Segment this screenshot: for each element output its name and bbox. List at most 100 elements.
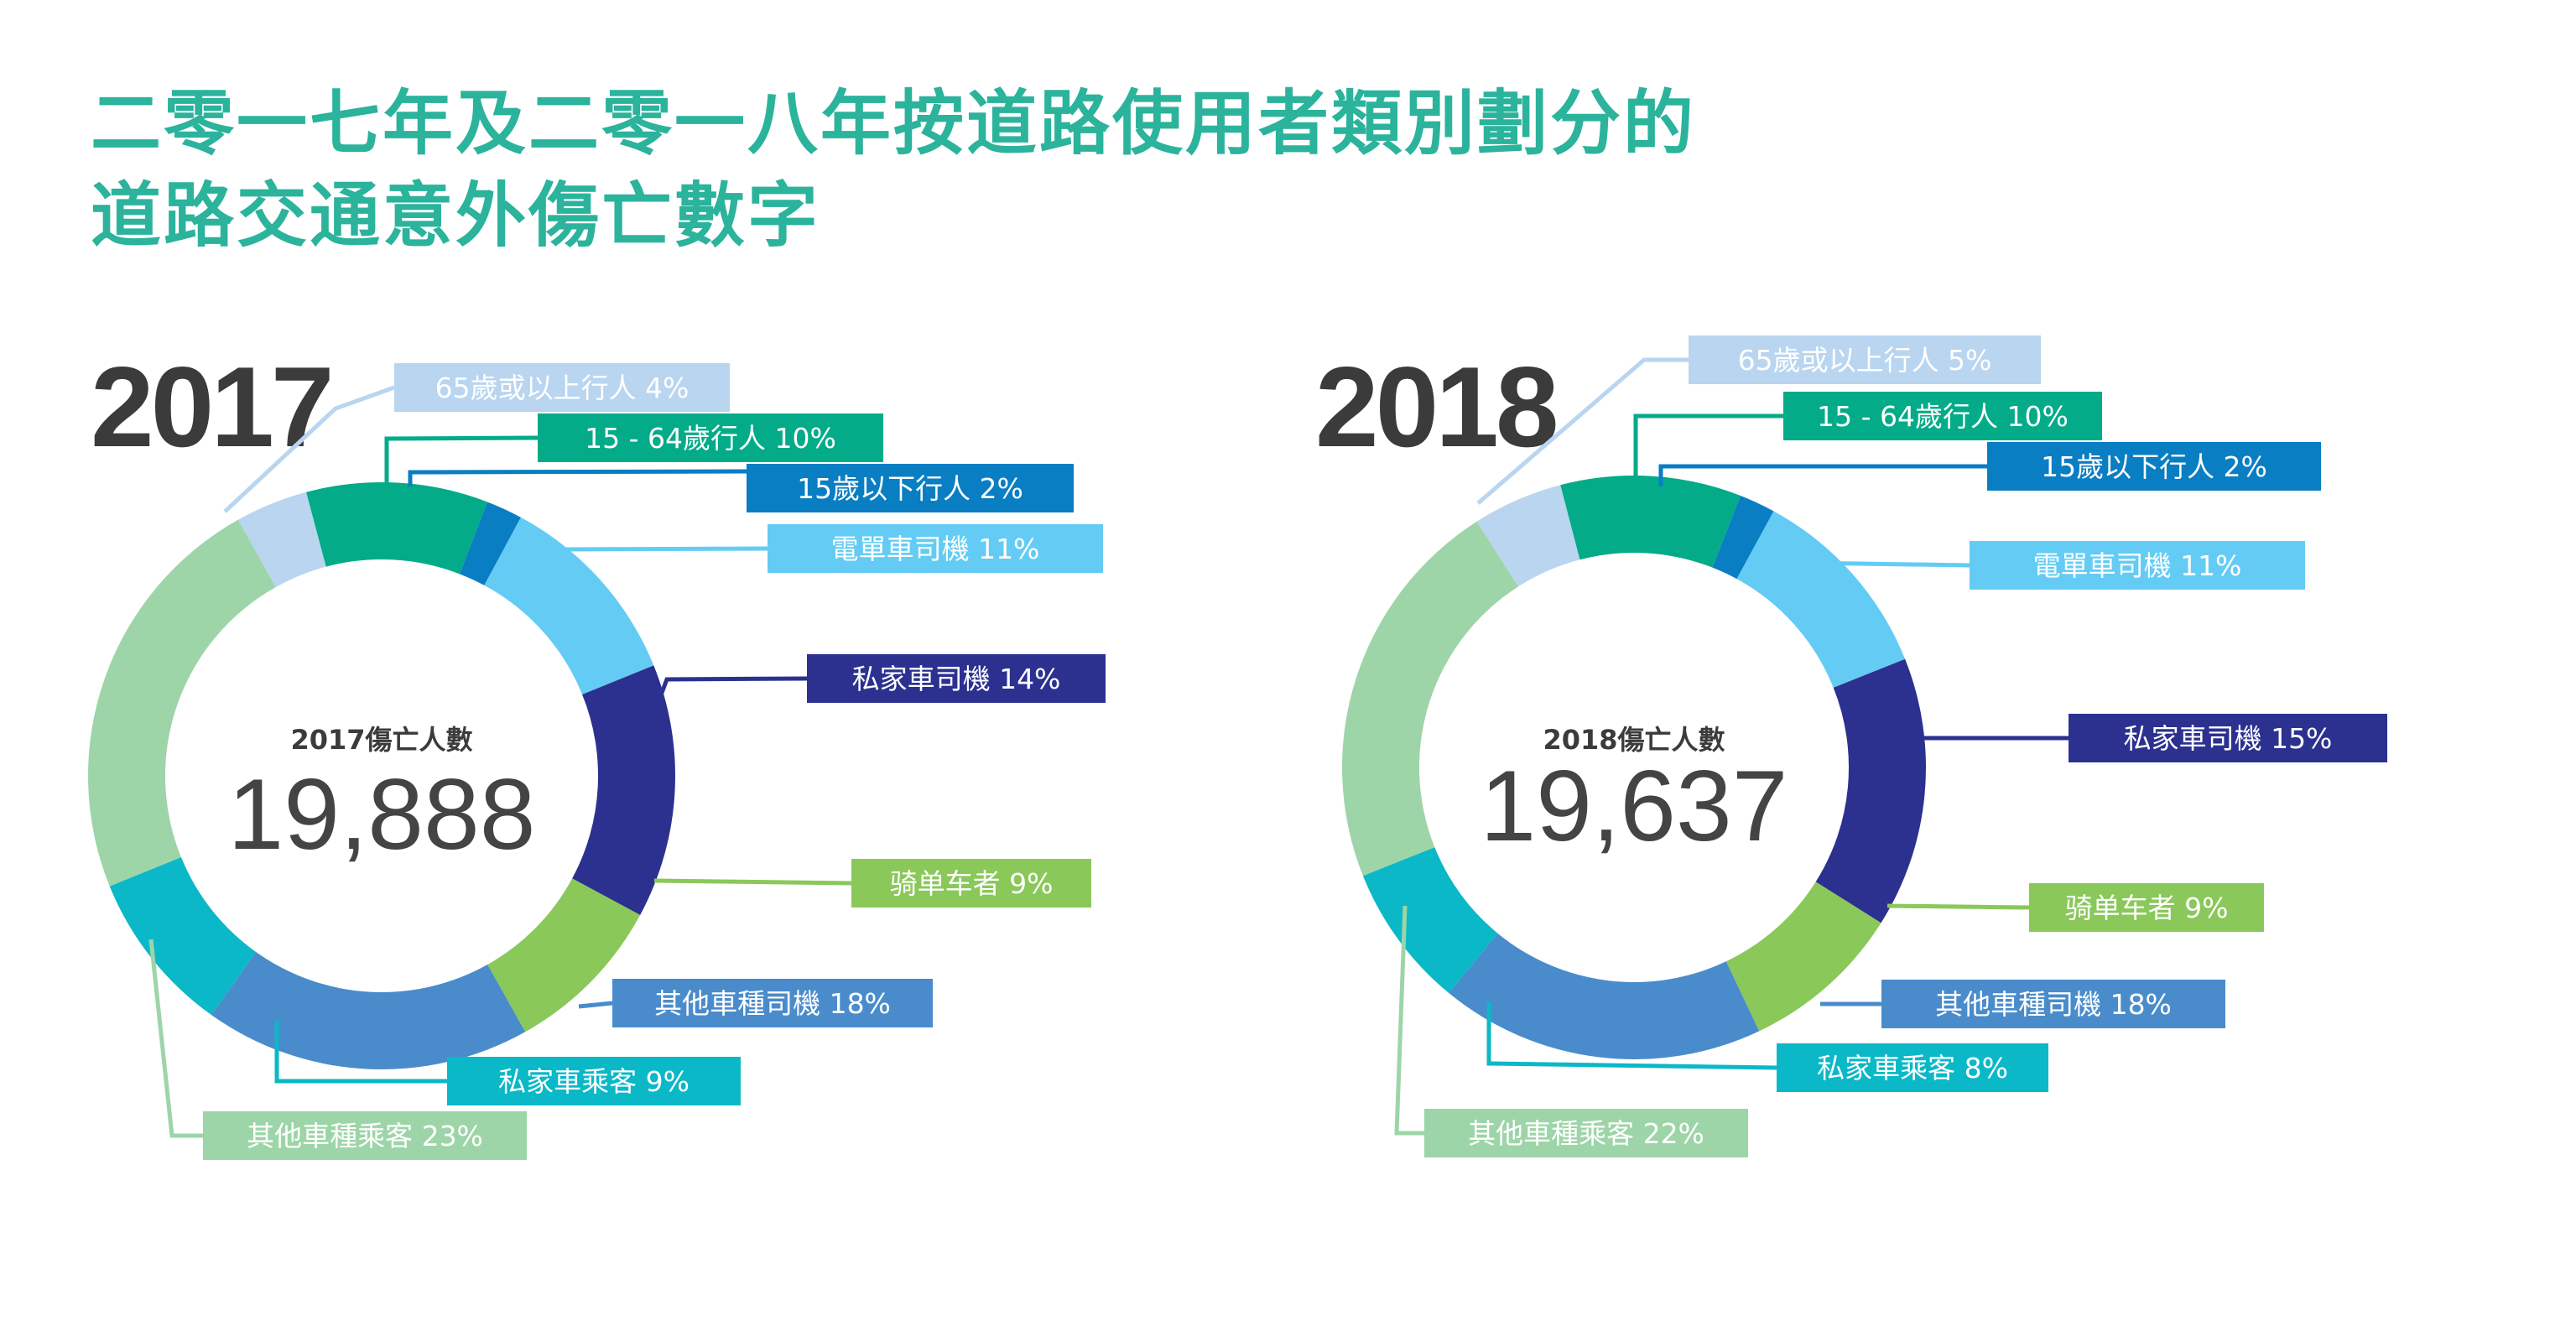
slice-label-text: 65歲或以上行人 4% xyxy=(435,372,690,404)
slice-label-box xyxy=(851,859,1091,908)
chart-title: 二零一七年及二零一八年按道路使用者類別劃分的 道路交通意外傷亡數字 xyxy=(91,77,2020,262)
slice-label-other_vehicle_driver: 其他車種司機 18% xyxy=(612,979,933,1027)
slice-label-text: 電單車司機 11% xyxy=(2033,549,2242,582)
slice-label-box xyxy=(1881,980,2225,1028)
slice-label-text: 電單車司機 11% xyxy=(831,533,1040,565)
slice-label-private_car_driver: 私家車司機 14% xyxy=(807,654,1106,703)
donut-slices xyxy=(88,482,675,1069)
leader-line-private_car_passenger xyxy=(1486,1002,1777,1070)
leader-line-pedestrian_65_plus xyxy=(223,385,395,513)
slice-label-text: 15 - 64歲行人 10% xyxy=(585,422,836,455)
slice-label-text: 私家車乘客 8% xyxy=(1817,1052,2008,1084)
slice-label-pedestrian_65_plus: 65歲或以上行人 4% xyxy=(394,363,730,412)
slice-label-other_vehicle_driver: 其他車種司機 18% xyxy=(1881,980,2225,1028)
donut-slice-private_car_driver xyxy=(1815,658,1926,923)
slice-label-text: 私家車司機 15% xyxy=(2124,722,2333,755)
slice-label-box xyxy=(747,464,1074,512)
slice-label-box xyxy=(1987,442,2321,491)
donut-slice-motorcycle_driver xyxy=(484,517,654,694)
donut-slice-other_vehicle_driver xyxy=(1449,933,1760,1060)
slice-label-text: 15歲以下行人 2% xyxy=(797,472,1023,505)
slice-label-private_car_passenger: 私家車乘客 9% xyxy=(447,1057,741,1105)
leader-line-pedestrian_15_64 xyxy=(384,435,539,485)
slice-label-box xyxy=(1777,1043,2048,1092)
slice-label-cyclist: 骑单车者 9% xyxy=(2029,883,2264,932)
slice-label-pedestrian_under_15: 15歲以下行人 2% xyxy=(747,464,1074,512)
slice-label-text: 其他車種乘客 23% xyxy=(247,1120,483,1152)
donut-slice-private_car_passenger xyxy=(109,857,257,1015)
leader-line-motorcycle_driver xyxy=(1803,560,1970,568)
leader-line-pedestrian_under_15 xyxy=(408,469,747,486)
slice-label-box xyxy=(1424,1109,1748,1157)
slice-label-box xyxy=(807,654,1106,703)
leader-line-other_vehicle_passenger xyxy=(1394,905,1424,1136)
center-title: 2018傷亡人數 xyxy=(1543,724,1725,756)
center-title: 2017傷亡人數 xyxy=(290,724,472,756)
leader-line-pedestrian_15_64 xyxy=(1633,413,1783,482)
donut-slice-other_vehicle_passenger xyxy=(1341,521,1519,876)
donut-slice-pedestrian_65_plus xyxy=(237,491,326,587)
donut-slice-motorcycle_driver xyxy=(1736,511,1906,688)
slice-label-cyclist: 骑单车者 9% xyxy=(851,859,1091,908)
donut-slice-private_car_passenger xyxy=(1362,847,1498,993)
donut-slice-pedestrian_65_plus xyxy=(1476,485,1580,587)
center-total: 19,888 xyxy=(227,758,535,871)
donut-slice-other_vehicle_driver xyxy=(211,952,526,1069)
slice-label-box xyxy=(2069,714,2387,762)
leader-line-private_car_passenger xyxy=(274,1021,447,1084)
donut-chart-2018: 2018 65歲或以上行人 5% 15 - 64歲行人 10% 15歲以下行人 2% 電… xyxy=(1315,335,2387,1157)
slice-label-text: 其他車種司機 18% xyxy=(654,987,891,1020)
chart-title-line-2: 道路交通意外傷亡數字 xyxy=(91,174,821,257)
slice-label-text: 其他車種司機 18% xyxy=(1935,988,2172,1021)
slice-label-other_vehicle_passenger: 其他車種乘客 23% xyxy=(203,1111,527,1160)
leader-line-private_car_driver xyxy=(652,676,808,714)
slice-label-box xyxy=(1783,392,2102,440)
leader-line-other_vehicle_passenger xyxy=(148,939,203,1138)
slice-label-box xyxy=(203,1111,527,1160)
slice-label-private_car_passenger: 私家車乘客 8% xyxy=(1777,1043,2048,1092)
slice-label-box xyxy=(612,979,933,1027)
center-total: 19,637 xyxy=(1480,750,1788,862)
donut-slices xyxy=(1341,476,1926,1060)
donut-slice-private_car_driver xyxy=(572,665,675,915)
slice-label-pedestrian_65_plus: 65歲或以上行人 5% xyxy=(1689,335,2041,384)
slice-label-motorcycle_driver: 電單車司機 11% xyxy=(768,524,1103,573)
slice-label-text: 其他車種乘客 22% xyxy=(1468,1117,1704,1150)
leader-line-cyclist xyxy=(653,878,852,886)
donut-slice-cyclist xyxy=(1725,882,1881,1032)
slice-label-box xyxy=(447,1057,741,1105)
slice-label-box xyxy=(538,413,883,462)
slice-label-box xyxy=(1689,335,2041,384)
leader-line-pedestrian_under_15 xyxy=(1658,464,1987,486)
leader-lines xyxy=(148,385,852,1138)
donut-slice-other_vehicle_passenger xyxy=(88,519,276,887)
leader-line-pedestrian_65_plus xyxy=(1476,357,1689,505)
slice-label-motorcycle_driver: 電單車司機 11% xyxy=(1970,541,2305,590)
year-label: 2018 xyxy=(1315,343,1556,471)
leader-lines xyxy=(1394,357,2069,1136)
slice-label-text: 私家車乘客 9% xyxy=(498,1065,690,1098)
slice-label-other_vehicle_passenger: 其他車種乘客 22% xyxy=(1424,1109,1748,1157)
slice-label-text: 65歲或以上行人 5% xyxy=(1738,344,1992,377)
leader-line-other_vehicle_driver xyxy=(578,1001,613,1009)
donut-slice-pedestrian_15_64 xyxy=(1560,476,1741,568)
donut-slice-cyclist xyxy=(487,878,641,1032)
slice-label-private_car_driver: 私家車司機 15% xyxy=(2069,714,2387,762)
year-label: 2017 xyxy=(91,343,331,471)
donut-slice-pedestrian_under_15 xyxy=(459,502,521,585)
slice-label-text: 骑单车者 9% xyxy=(890,867,1054,900)
slice-label-box xyxy=(1970,541,2305,590)
slice-label-box xyxy=(394,363,730,412)
donut-slice-pedestrian_15_64 xyxy=(306,482,488,575)
donut-chart-2017: 2017 65歲或以上行人 4% 15 - 64歲行人 10% 15歲以下行人 2% 電… xyxy=(88,343,1106,1160)
chart-title-line-1: 二零一七年及二零一八年按道路使用者類別劃分的 xyxy=(91,82,1697,164)
slice-label-text: 15歲以下行人 2% xyxy=(2041,450,2267,483)
slice-label-box xyxy=(768,524,1103,573)
slice-label-text: 骑单车者 9% xyxy=(2065,892,2229,924)
slice-label-text: 私家車司機 14% xyxy=(852,663,1061,695)
donut-slice-pedestrian_under_15 xyxy=(1712,495,1774,580)
slice-label-pedestrian_15_64: 15 - 64歲行人 10% xyxy=(538,413,883,462)
leader-line-cyclist xyxy=(1886,903,2030,910)
slice-label-text: 15 - 64歲行人 10% xyxy=(1817,400,2069,433)
